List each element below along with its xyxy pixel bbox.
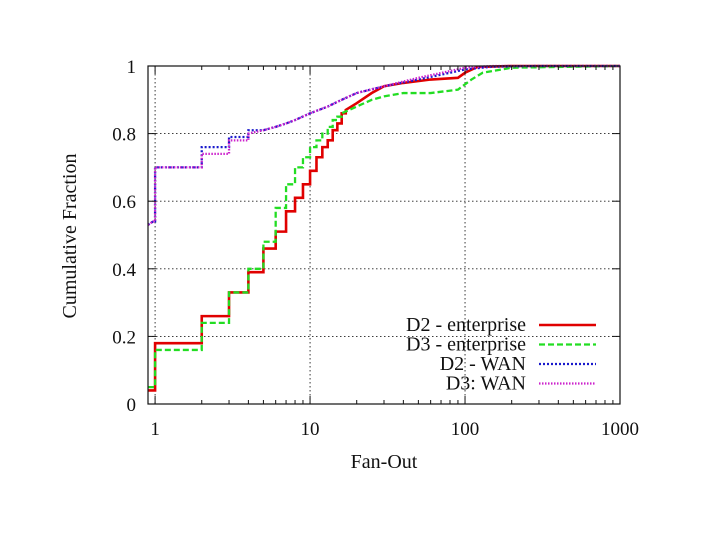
x-tick-label: 1 [150,419,160,440]
plot-frame [147,65,621,405]
x-tick-label: 100 [451,419,480,440]
series-line-d3-enterprise [148,64,621,389]
y-tick-label: 0 [127,395,137,416]
x-tick-label: 1000 [601,419,639,440]
legend-label: D3: WAN [446,373,526,395]
y-tick-label: 0.8 [112,125,136,146]
y-tick-label: 0.2 [112,327,136,348]
legend-label: D2 - WAN [440,353,526,375]
x-axis-label: Fan-Out [351,451,418,473]
series-line-d3-wan [147,64,620,226]
tick-labels: 1 10 100 1000 0 0.2 0.4 0.6 0.8 1 [112,57,639,440]
y-tick-label: 0.6 [112,192,136,213]
axis-ticks [148,65,621,405]
grid-lines [148,66,620,404]
x-tick-label: 10 [301,419,320,440]
series-lines [147,64,621,392]
y-axis-label: Cumulative Fraction [59,154,81,319]
y-tick-label: 0.4 [112,260,136,281]
legend-label: D2 - enterprise [406,314,526,336]
legend-label: D3 - enterprise [406,334,526,356]
y-tick-label: 1 [127,57,137,78]
series-line-d2-enterprise [148,64,620,392]
